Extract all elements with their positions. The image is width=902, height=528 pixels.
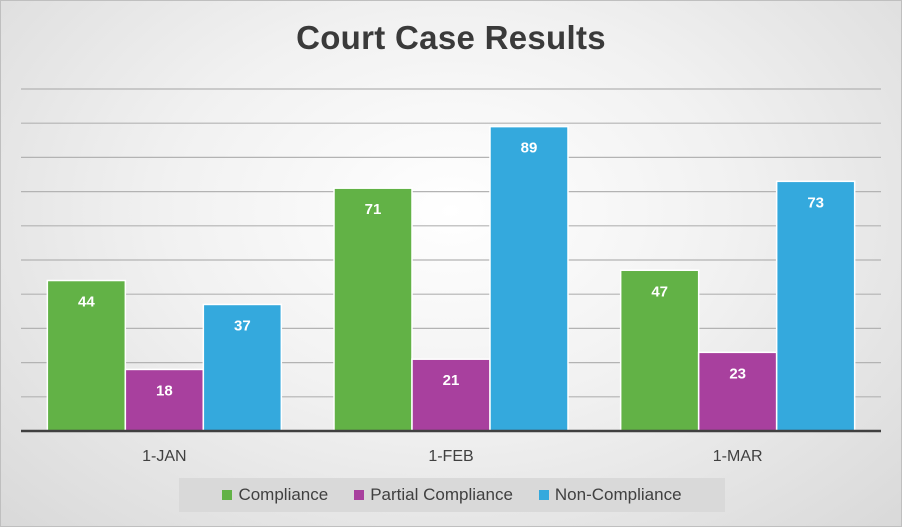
legend-swatch bbox=[354, 490, 365, 500]
legend-label: Partial Compliance bbox=[370, 485, 513, 504]
x-tick-label: 1-MAR bbox=[713, 448, 763, 465]
bar bbox=[697, 351, 778, 432]
chart-title: Court Case Results bbox=[296, 19, 606, 56]
bar bbox=[46, 279, 127, 432]
legend-label: Non-Compliance bbox=[554, 485, 682, 504]
data-label: 44 bbox=[78, 294, 95, 311]
data-label: 37 bbox=[234, 317, 251, 334]
x-tick-label: 1-FEB bbox=[428, 448, 473, 465]
legend-item: Non-Compliance bbox=[538, 485, 682, 505]
bar bbox=[775, 180, 856, 432]
legend-swatch bbox=[222, 490, 233, 500]
data-label: 23 bbox=[729, 365, 746, 382]
bar bbox=[489, 125, 569, 432]
bar bbox=[333, 187, 413, 432]
legend-swatch bbox=[538, 490, 549, 500]
legend-item: Compliance bbox=[222, 485, 328, 505]
data-label: 89 bbox=[521, 140, 538, 157]
bar bbox=[124, 368, 205, 432]
legend: Compliance Partial Compliance Non-Complian… bbox=[179, 478, 725, 512]
bar bbox=[411, 358, 491, 432]
x-tick-label: 1-JAN bbox=[142, 448, 186, 465]
bar bbox=[619, 269, 700, 432]
legend-label: Compliance bbox=[238, 485, 329, 504]
data-label: 21 bbox=[443, 372, 460, 389]
data-label: 71 bbox=[365, 201, 382, 218]
data-label: 47 bbox=[651, 283, 668, 300]
data-label: 18 bbox=[156, 382, 173, 399]
legend-item: Partial Compliance bbox=[354, 485, 513, 505]
data-label: 73 bbox=[807, 194, 824, 211]
